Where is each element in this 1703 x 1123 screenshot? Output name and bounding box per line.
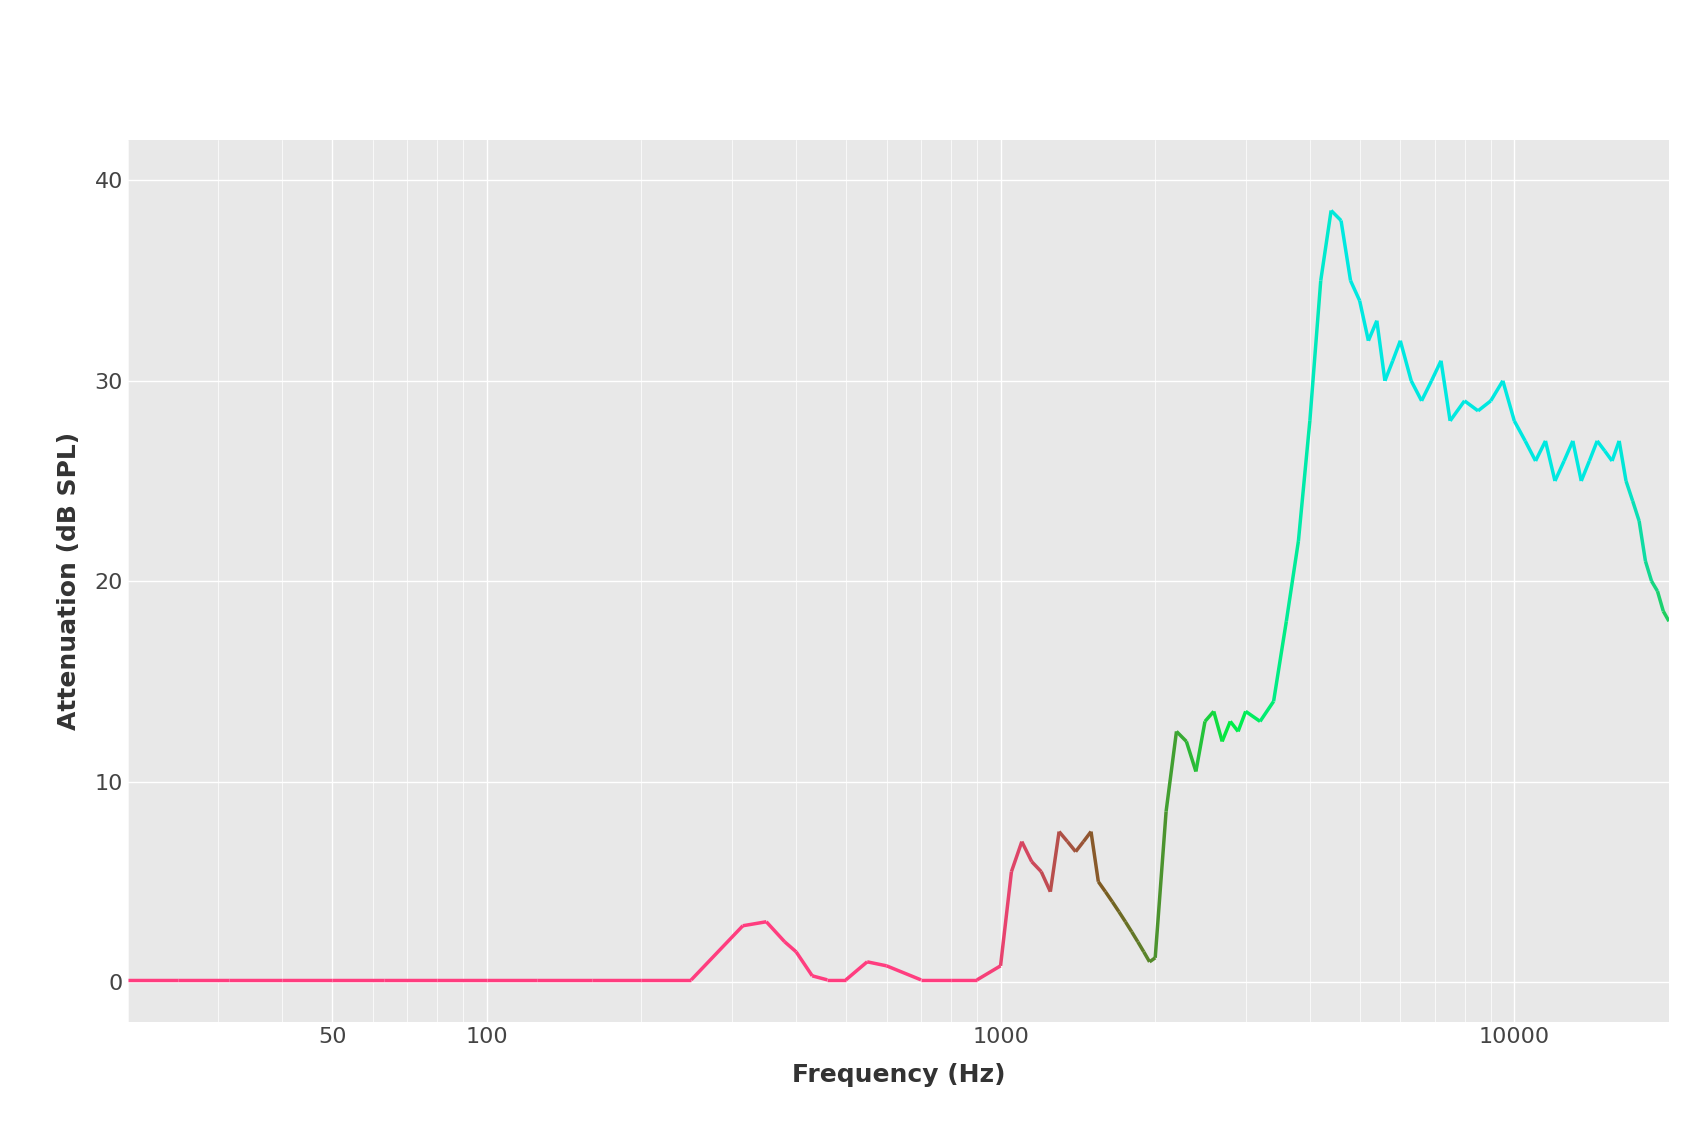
X-axis label: Frequency (Hz): Frequency (Hz) [792,1063,1005,1087]
Y-axis label: Attenuation (dB SPL): Attenuation (dB SPL) [56,432,80,730]
Text: 1More ANC Pro earbuds Isolation [ANC off]: 1More ANC Pro earbuds Isolation [ANC off… [381,46,1322,84]
